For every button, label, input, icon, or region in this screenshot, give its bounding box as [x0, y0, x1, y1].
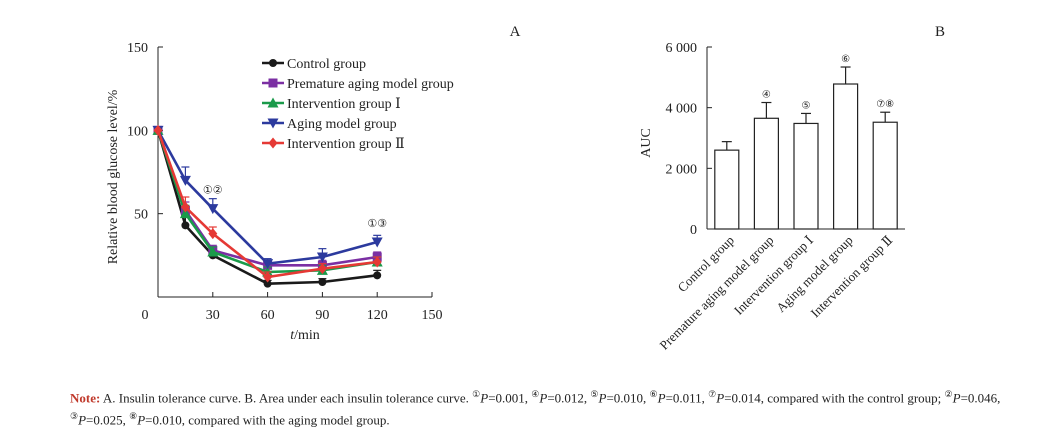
- x-tick-label: 0: [142, 308, 149, 323]
- note-pvalue: =0.025,: [86, 412, 130, 428]
- legend-marker: [267, 97, 279, 108]
- legend-label: Intervention group Ⅰ: [287, 97, 401, 112]
- note-p: P: [952, 390, 961, 406]
- panel-label-b: B: [935, 24, 945, 40]
- data-point: [263, 279, 272, 288]
- bar-significance-label: ⑦⑧: [876, 99, 894, 110]
- legend-item-1: Premature aging model group: [262, 77, 454, 92]
- data-point: [207, 204, 219, 215]
- legend-marker: [268, 137, 278, 149]
- note-pvalue: =0.010, compared with the aging model gr…: [145, 412, 390, 428]
- data-point: [179, 175, 191, 186]
- y-tick-label: 2 000: [666, 162, 698, 177]
- note-pvalue: =0.046,: [960, 390, 1001, 406]
- legend-item-4: Intervention group Ⅱ: [262, 137, 405, 152]
- data-point: [208, 228, 218, 240]
- data-point: [262, 259, 274, 270]
- x-tick-label: 150: [422, 308, 443, 323]
- note-pvalue: =0.012,: [547, 390, 591, 406]
- y-tick-label: 50: [134, 208, 148, 223]
- legend-item-3: Aging model group: [262, 117, 397, 132]
- note-label: Note:: [70, 390, 101, 406]
- data-point: [179, 208, 191, 219]
- note-p: P: [539, 390, 548, 406]
- x-axis-label-unit: /min: [294, 328, 320, 343]
- series-line: [156, 129, 378, 285]
- bar-significance-label: ④: [762, 90, 771, 101]
- data-point: [373, 271, 382, 280]
- note-sup-3: ③: [70, 411, 79, 422]
- note-p: P: [137, 412, 146, 428]
- data-point: [318, 278, 327, 286]
- note-sup-8: ⑧: [129, 411, 138, 422]
- y-tick-label: 4 000: [666, 102, 698, 117]
- panel-label-a: A: [510, 24, 521, 40]
- note-sup-7: ⑦: [708, 389, 717, 399]
- x-tick-label: 90: [315, 308, 329, 323]
- data-point: [371, 237, 383, 248]
- panel-a-line-chart: 50 100 150 0 30 60 90 120 150 t/min Relative blood…: [106, 24, 521, 343]
- legend-item-0: Control group: [262, 57, 366, 72]
- note-pvalue: =0.010,: [606, 390, 650, 406]
- data-point: [207, 246, 219, 257]
- x-tick-label: 120: [367, 308, 388, 323]
- note-pvalue: =0.014, compared with the control group;: [724, 390, 945, 406]
- note-pvalue: =0.011,: [665, 390, 709, 406]
- note-p: P: [480, 390, 489, 406]
- bar-significance-label: ⑥: [841, 54, 850, 65]
- x-tick-label: 60: [261, 308, 275, 323]
- note-sup-6: ⑥: [649, 389, 658, 399]
- series-line: [156, 129, 378, 266]
- note-p: P: [657, 390, 666, 406]
- bar: [832, 83, 859, 230]
- note-sup-5: ⑤: [590, 389, 599, 399]
- x-axis-label-var: t: [290, 328, 295, 343]
- significance-annotation: ①③: [367, 218, 387, 230]
- legend-marker: [268, 78, 278, 88]
- y-tick-label: 100: [127, 124, 148, 139]
- y-axis-label: Relative blood glucose level/%: [106, 89, 121, 264]
- series-line: [156, 129, 378, 279]
- legend-label: Intervention group Ⅱ: [287, 137, 405, 152]
- legend-label: Premature aging model group: [287, 77, 454, 92]
- note-p: P: [598, 390, 607, 406]
- bar-significance-label: ⑤: [802, 100, 811, 111]
- data-point: [180, 201, 190, 213]
- y-tick-label: 0: [690, 223, 697, 238]
- data-point: [181, 221, 190, 230]
- series-4: [153, 124, 382, 283]
- bar: [714, 149, 740, 230]
- legend-marker: [269, 59, 277, 67]
- legend-marker: [267, 118, 279, 129]
- bar: [793, 122, 819, 230]
- x-tick-label: 30: [206, 308, 220, 323]
- data-point: [317, 263, 327, 275]
- data-point: [153, 124, 163, 136]
- x-axis-label: t/min: [290, 328, 320, 343]
- data-point: [263, 271, 273, 283]
- note-pvalue: =0.001,: [488, 390, 532, 406]
- y-axis-label: AUC: [639, 128, 654, 158]
- legend-label: Aging model group: [287, 117, 397, 132]
- data-point: [372, 256, 382, 268]
- figure-note: Note: A. Insulin tolerance curve. B. Are…: [70, 385, 1030, 430]
- note-sup-2: ②: [944, 389, 953, 399]
- note-p: P: [716, 390, 725, 406]
- note-text: A. Insulin tolerance curve. B. Area unde…: [100, 390, 473, 406]
- bar: [753, 117, 780, 230]
- bar: [872, 121, 898, 230]
- series-line: [156, 129, 378, 274]
- note-sup-1: ①: [472, 389, 481, 399]
- legend-label: Control group: [287, 57, 366, 72]
- significance-annotation: ①②: [203, 185, 223, 197]
- data-point: [316, 252, 328, 263]
- legend-item-2: Intervention group Ⅰ: [262, 97, 401, 112]
- y-tick-label: 150: [127, 41, 148, 56]
- note-p: P: [78, 412, 87, 428]
- y-tick-label: 6 000: [666, 41, 698, 56]
- note-sup-4: ④: [531, 389, 540, 399]
